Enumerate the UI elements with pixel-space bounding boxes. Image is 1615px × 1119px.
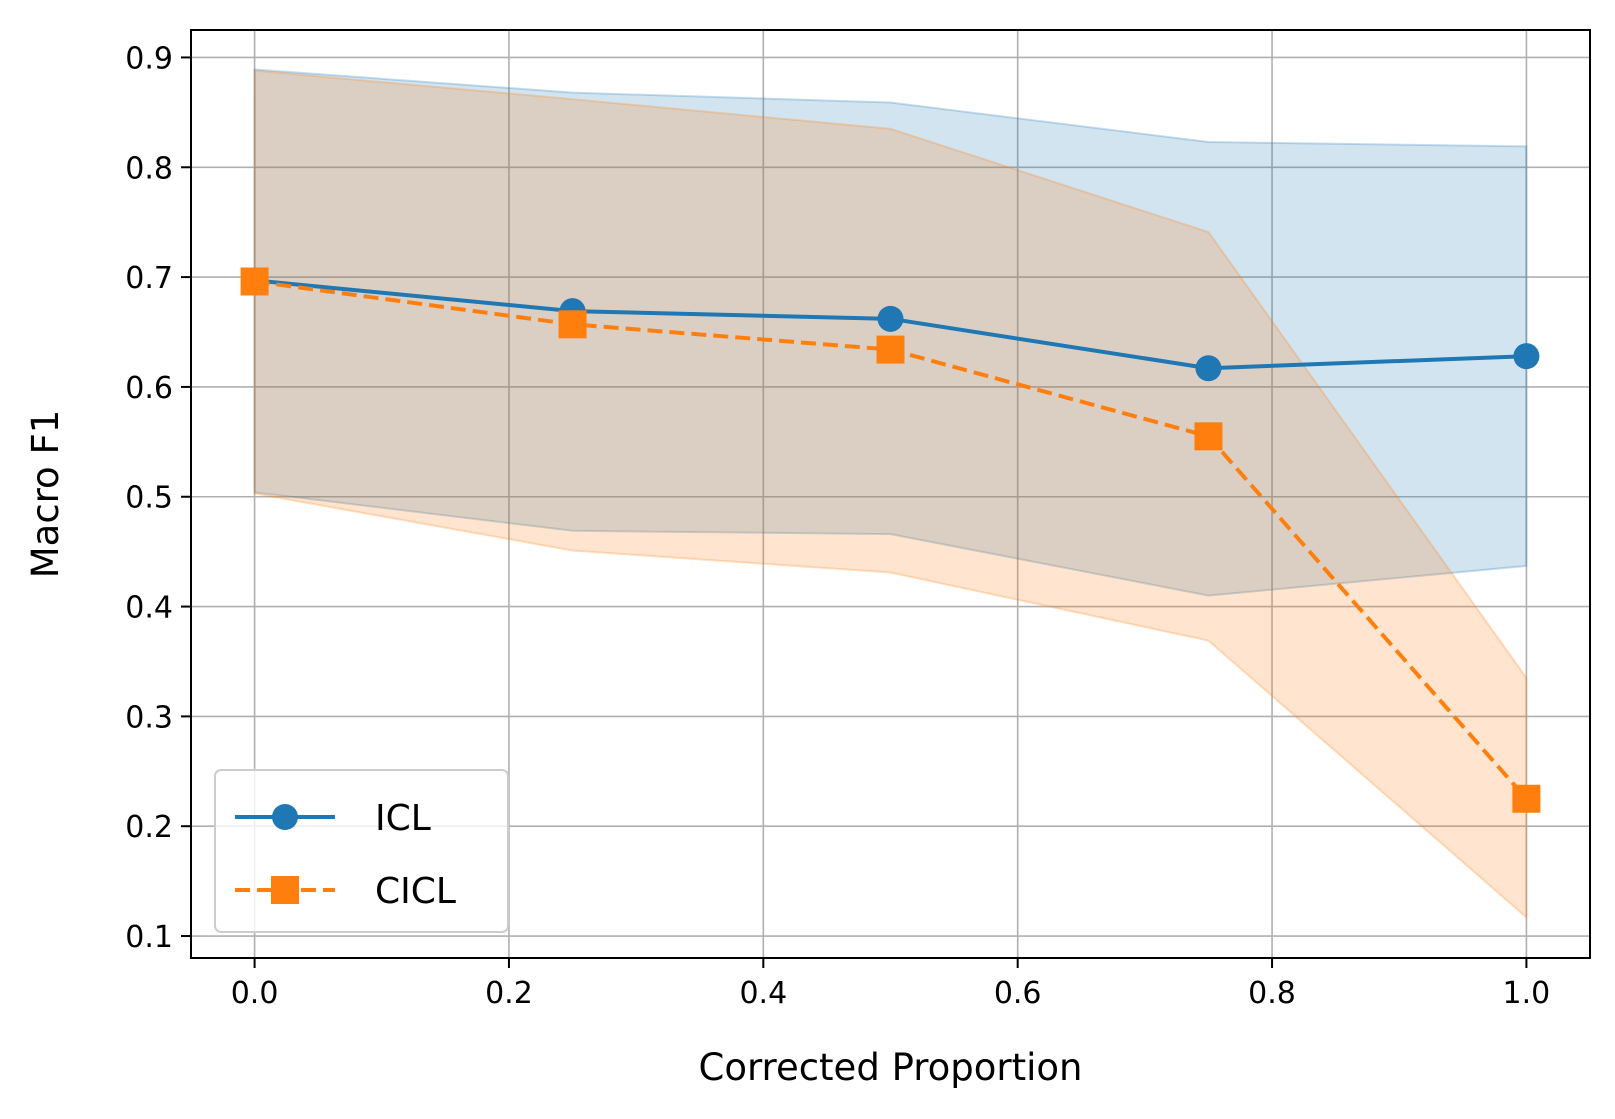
marker-cicl	[876, 335, 905, 364]
legend: ICL CICL	[214, 769, 509, 933]
legend-box	[214, 769, 509, 933]
axis-ticks: 0.0 0.2 0.4 0.6 0.8 1.0 0.1 0.2 0.3 0.4 0.5 0.6 0.7 0…	[125, 41, 1550, 1011]
marker-icl	[1195, 355, 1222, 382]
y-tick-label: 0.1	[125, 920, 173, 955]
x-tick-label: 0.6	[994, 976, 1042, 1011]
band-icl	[253, 68, 1528, 597]
marker-icl	[877, 305, 904, 332]
y-tick-label: 0.8	[125, 151, 173, 186]
marker-cicl	[240, 267, 269, 296]
y-tick-label: 0.3	[125, 700, 173, 735]
x-tick-label: 0.4	[739, 976, 787, 1011]
grid	[191, 30, 1590, 958]
y-tick-label: 0.4	[125, 591, 173, 626]
y-tick-label: 0.6	[125, 371, 173, 406]
x-tick-label: 0.2	[485, 976, 533, 1011]
x-tick-label: 0.8	[1248, 976, 1296, 1011]
legend-swatch-marker	[271, 876, 299, 904]
legend-label-icl: ICL	[375, 798, 431, 839]
x-tick-label: 0.0	[231, 976, 279, 1011]
legend-label-cicl: CICL	[375, 871, 456, 912]
x-axis-label: Corrected Proportion	[699, 1046, 1083, 1089]
y-tick-label: 0.9	[125, 41, 173, 76]
confidence-bands	[253, 68, 1528, 920]
marker-cicl	[1512, 784, 1541, 813]
y-axis-label: Macro F1	[24, 410, 67, 579]
marker-cicl	[558, 310, 587, 339]
series-markers	[240, 267, 1541, 813]
x-tick-label: 1.0	[1503, 976, 1551, 1011]
y-tick-label: 0.7	[125, 261, 173, 296]
marker-icl	[1513, 343, 1540, 370]
legend-swatch-marker	[272, 804, 298, 830]
marker-cicl	[1194, 422, 1223, 451]
band-cicl	[253, 69, 1528, 920]
plot-frame	[190, 29, 1591, 959]
y-tick-label: 0.5	[125, 481, 173, 516]
y-tick-label: 0.2	[125, 810, 173, 845]
